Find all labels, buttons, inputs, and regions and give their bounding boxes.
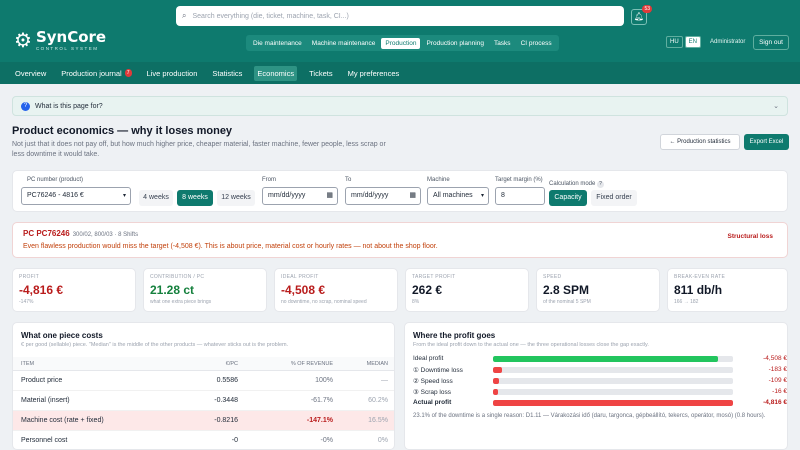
profit-row: ③ Scrap loss -16 € bbox=[413, 388, 787, 396]
tab-statistics[interactable]: Statistics bbox=[212, 68, 243, 78]
tab-economics[interactable]: Economics bbox=[254, 65, 298, 81]
chevron-down-icon: ▾ bbox=[122, 193, 126, 199]
profit-bar bbox=[493, 378, 733, 384]
table-row: Machine cost (rate + fixed) -0.8216 -147… bbox=[13, 411, 394, 431]
production-statistics-button[interactable]: ← Production statistics bbox=[660, 134, 740, 150]
machine-select[interactable]: All machines ▾ bbox=[427, 187, 489, 205]
chevron-down-icon: ⌄ bbox=[773, 103, 779, 110]
downtime-footnote: 23.1% of the downtime is a single reason… bbox=[413, 413, 766, 419]
export-excel-button[interactable]: Export Excel bbox=[744, 134, 789, 150]
filter-panel: PC number (product) PC76246 - 4816 € ▾ 4 … bbox=[12, 170, 788, 212]
margin-label: Target margin (%) bbox=[495, 177, 543, 183]
tab-my-preferences[interactable]: My preferences bbox=[347, 68, 400, 78]
from-date-input[interactable]: mm/dd/yyyy ▦ bbox=[262, 187, 338, 205]
profit-row: Ideal profit -4,508 € bbox=[413, 355, 787, 362]
profit-bar bbox=[493, 367, 733, 373]
user-name: Administrator bbox=[710, 39, 746, 45]
gear-logo-icon: ⚙ bbox=[14, 29, 32, 52]
weeks-4-button[interactable]: 4 weeks bbox=[139, 190, 173, 206]
cost-per-piece-card: What one piece costs € per good (sellabl… bbox=[12, 322, 395, 450]
from-label: From bbox=[262, 177, 276, 183]
table-row: Product price 0.5586 100% — bbox=[13, 371, 394, 391]
tab-tickets[interactable]: Tickets bbox=[309, 68, 333, 78]
module-production[interactable]: Production bbox=[381, 37, 421, 49]
profit-row: ① Downtime loss -183 € bbox=[413, 366, 787, 374]
kpi-speed: SPEED 2.8 SPM of the nominal 5 SPM bbox=[536, 268, 660, 312]
help-label: What is this page for? bbox=[35, 102, 103, 110]
module-die-maintenance[interactable]: Die maintenance bbox=[253, 39, 302, 47]
bell-icon: 🔔︎ bbox=[633, 12, 645, 21]
machine-label: Machine bbox=[427, 177, 450, 183]
module-nav: Die maintenance Machine maintenance Prod… bbox=[246, 35, 559, 51]
help-accordion[interactable]: ? What is this page for? ⌄ bbox=[12, 96, 788, 116]
calendar-icon: ▦ bbox=[326, 192, 333, 199]
kpi-break-even: BREAK-EVEN RATE 811 db/h 166 → 182 bbox=[667, 268, 788, 312]
chevron-down-icon: ▾ bbox=[480, 193, 484, 199]
alert-text: Even flawless production would miss the … bbox=[23, 243, 438, 250]
fixed-order-mode-button[interactable]: Fixed order bbox=[591, 190, 637, 206]
kpi-target-profit: TARGET PROFIT 262 €8% bbox=[405, 268, 529, 312]
weeks-12-button[interactable]: 12 weeks bbox=[217, 190, 255, 206]
to-date-input[interactable]: mm/dd/yyyy ▦ bbox=[345, 187, 421, 205]
weeks-8-button[interactable]: 8 weeks bbox=[177, 190, 213, 206]
pc-label: PC number (product) bbox=[27, 177, 84, 183]
page-description: Not just that it does not pay off, but h… bbox=[12, 141, 386, 158]
question-icon: ? bbox=[21, 101, 30, 111]
info-icon: ? bbox=[597, 181, 605, 188]
profit-row: Actual profit -4,816 € bbox=[413, 399, 787, 406]
language-switch: HU EN bbox=[666, 36, 702, 48]
lang-en-button[interactable]: EN bbox=[684, 36, 702, 48]
capacity-mode-button[interactable]: Capacity bbox=[549, 190, 587, 206]
search-placeholder: Search everything (die, ticket, machine,… bbox=[192, 12, 349, 20]
profit-bar bbox=[493, 356, 733, 362]
logo-subtitle: CONTROL SYSTEM bbox=[35, 46, 99, 51]
table-row: Material (insert) -0.3448 -61.7% 60.2% bbox=[13, 391, 394, 411]
notification-count-badge: 53 bbox=[642, 5, 652, 13]
target-margin-input[interactable]: 8 bbox=[495, 187, 545, 205]
cost-table-header: ITEM €/PC % OF REVENUE MEDIAN bbox=[13, 357, 394, 371]
lang-hu-button[interactable]: HU bbox=[666, 36, 683, 48]
tab-overview[interactable]: Overview bbox=[15, 68, 47, 78]
sign-out-button[interactable]: Sign out bbox=[753, 35, 789, 50]
calendar-icon: ▦ bbox=[409, 192, 416, 199]
kpi-ideal-profit: IDEAL PROFIT -4,508 € no downtime, no scra… bbox=[274, 268, 398, 312]
logo[interactable]: ⚙ SynCore CONTROL SYSTEM bbox=[14, 28, 107, 52]
profit-bar bbox=[493, 400, 733, 406]
module-tasks[interactable]: Tasks bbox=[493, 39, 511, 47]
profit-bar bbox=[493, 389, 733, 395]
global-search-input[interactable]: ⌕ Search everything (die, ticket, machin… bbox=[176, 6, 624, 26]
cost-card-title: What one piece costs bbox=[21, 331, 103, 340]
cost-card-subtitle: € per good (sellable) piece. "Median" is… bbox=[21, 342, 289, 348]
alert-title: PC PC76246 300/02, 800/03 · 8 Shifts bbox=[23, 229, 139, 238]
tab-live-production[interactable]: Live production bbox=[146, 68, 198, 78]
kpi-contribution: CONTRIBUTION / PC 21.28 ct what one extra … bbox=[143, 268, 267, 312]
module-ci-process[interactable]: CI process bbox=[520, 39, 552, 47]
profit-card-subtitle: From the ideal profit down to the actual… bbox=[413, 342, 649, 348]
table-row: Personnel cost -0 -0% 0% bbox=[13, 431, 394, 449]
logo-name: SynCore bbox=[35, 28, 107, 46]
profit-bridge-card: Where the profit goes From the ideal pro… bbox=[404, 322, 788, 450]
section-nav: Overview Production journal 7 Live produc… bbox=[0, 62, 800, 84]
page-title: Product economics — why it loses money bbox=[12, 125, 233, 137]
calc-mode-label: Calculation mode ? bbox=[549, 181, 605, 188]
structural-loss-badge: Structural loss bbox=[727, 233, 773, 240]
pc-select[interactable]: PC76246 - 4816 € ▾ bbox=[21, 187, 131, 205]
to-label: To bbox=[345, 177, 352, 183]
tab-production-journal[interactable]: Production journal 7 bbox=[61, 68, 132, 78]
journal-count-badge: 7 bbox=[124, 69, 132, 77]
profit-row: ② Speed loss -109 € bbox=[413, 377, 787, 385]
module-machine-maintenance[interactable]: Machine maintenance bbox=[311, 39, 376, 47]
notifications-button[interactable]: 🔔︎ 53 bbox=[631, 5, 652, 25]
structural-loss-alert: PC PC76246 300/02, 800/03 · 8 Shifts Even… bbox=[12, 222, 788, 258]
search-icon: ⌕ bbox=[182, 11, 187, 20]
module-production-planning[interactable]: Production planning bbox=[426, 39, 484, 47]
kpi-profit: PROFIT -4,816 € -147% bbox=[12, 268, 136, 312]
profit-card-title: Where the profit goes bbox=[413, 331, 496, 340]
top-bar: ⚙ SynCore CONTROL SYSTEM ⌕ Search everyt… bbox=[0, 0, 800, 62]
